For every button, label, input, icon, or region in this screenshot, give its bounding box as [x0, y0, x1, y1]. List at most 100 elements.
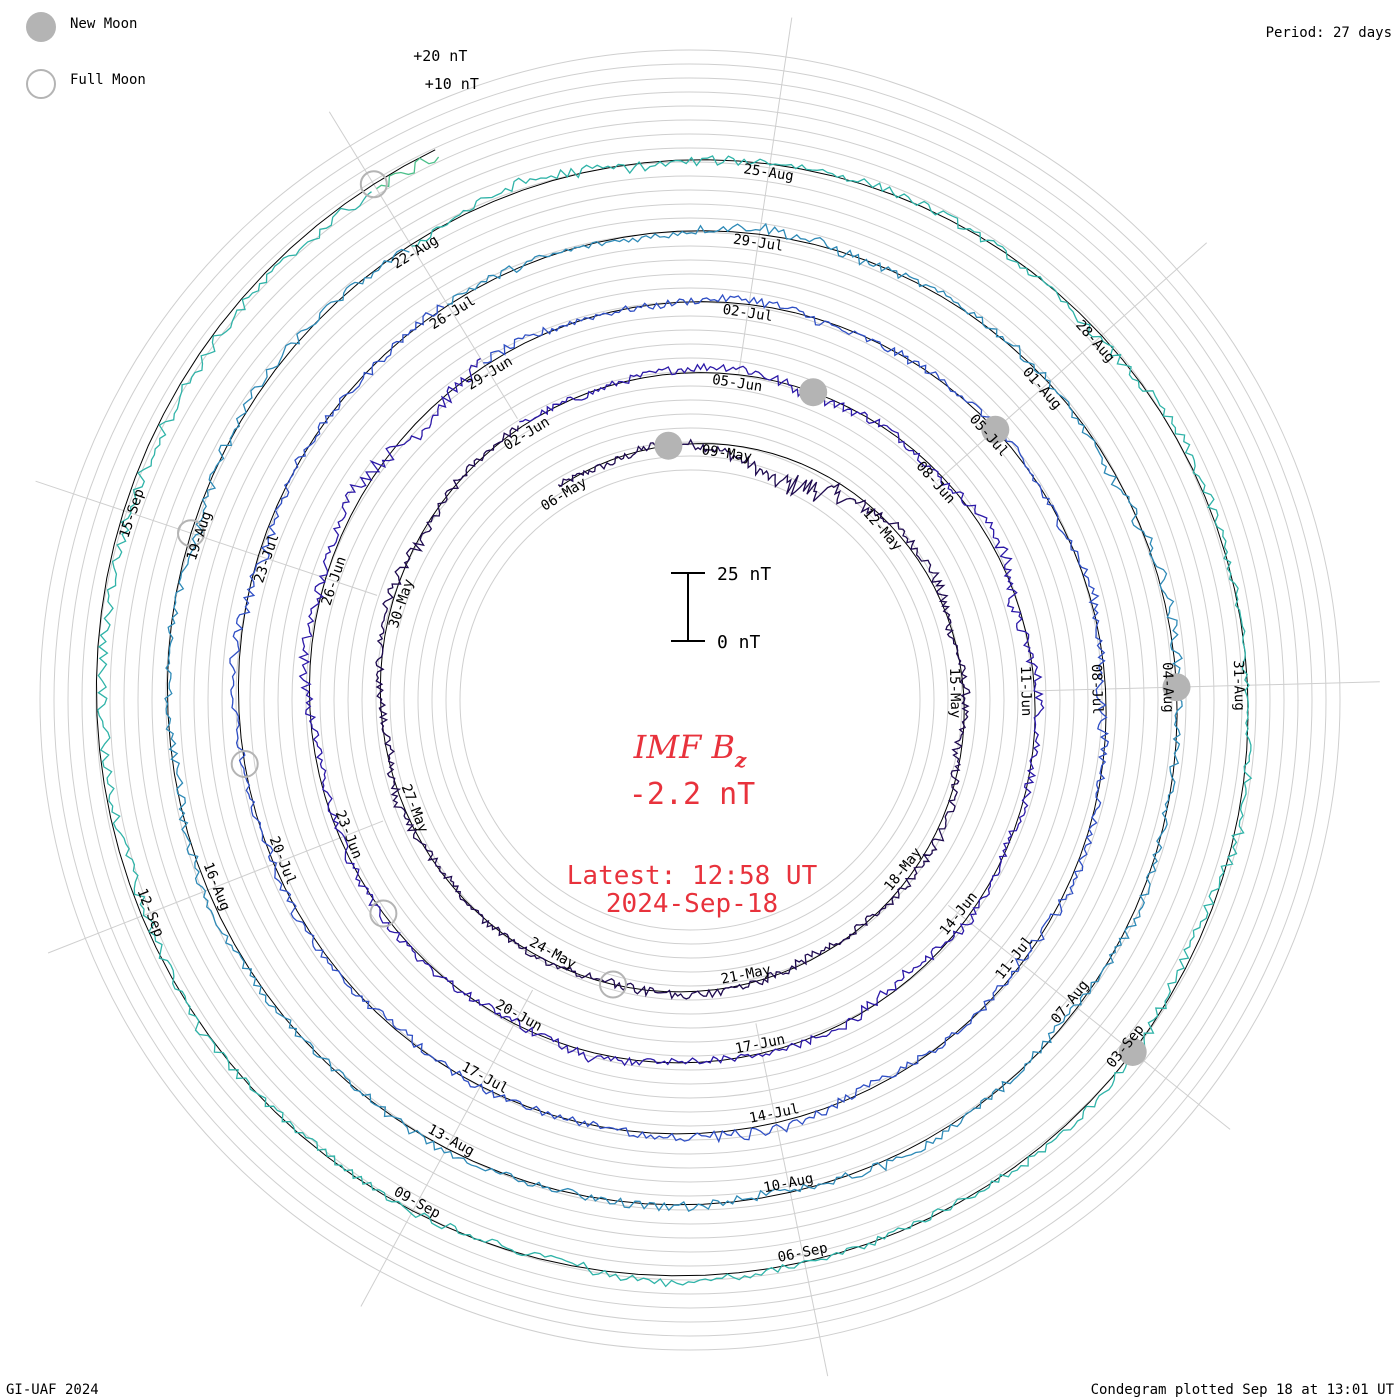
ring-line-8	[347, 357, 1033, 1043]
full-moon-marker-1	[369, 899, 398, 928]
trace-turn-2	[229, 293, 1110, 1144]
date-label-06-may: 06-May	[538, 474, 589, 514]
date-label-12-sep: 12-Sep	[133, 886, 166, 939]
ring-line-0	[459, 469, 921, 931]
ring-line-27	[81, 91, 1299, 1309]
date-label-18-may: 18-May	[881, 845, 925, 895]
spoke-1	[738, 17, 793, 374]
latest-time: Latest: 12:58 UT	[567, 861, 818, 891]
baseline-turn-1	[308, 365, 1036, 1064]
date-label-26-jun: 26-Jun	[319, 555, 350, 608]
spoke-0	[328, 111, 518, 419]
latest-date: 2024-Sep-18	[606, 889, 778, 919]
ring-line-20	[179, 189, 1201, 1211]
new-moon-marker-4	[1118, 1038, 1147, 1066]
full-moon-marker-4	[359, 170, 388, 199]
ring-line-13	[277, 287, 1103, 1113]
new-moon-marker-2	[981, 415, 1010, 444]
ring-label-10nt: +10 nT	[425, 75, 479, 93]
period-label: Period: 27 days	[1266, 25, 1392, 41]
date-label-11-jun: 11-Jun	[1017, 666, 1034, 717]
ring-line-4	[403, 413, 977, 987]
ring-line-24	[123, 133, 1257, 1267]
trace-turn-1	[298, 357, 1045, 1067]
full-moon-marker-3	[177, 519, 205, 548]
date-label-04-aug: 04-Aug	[1159, 662, 1176, 713]
ring-line-25	[109, 119, 1271, 1281]
date-labels: 06-May09-May12-May15-May18-May21-May24-M…	[117, 161, 1248, 1266]
date-label-08-jul: 08-Jul	[1088, 664, 1105, 715]
full-moon-icon	[26, 69, 56, 99]
bz-traces	[97, 155, 1253, 1288]
ring-line-3	[417, 427, 963, 973]
trace-turn-4	[97, 155, 1253, 1288]
moon-markers	[177, 170, 1191, 1066]
ring-line-6	[375, 385, 1005, 1015]
date-label-09-may: 09-May	[701, 442, 753, 465]
trace-turn-5	[376, 156, 440, 190]
ring-line-23	[137, 147, 1243, 1253]
date-label-05-jun: 05-Jun	[711, 372, 763, 395]
ring-line-28	[67, 77, 1313, 1323]
new-moon-icon	[26, 12, 56, 42]
day-spokes	[35, 17, 1380, 1377]
spoke-3	[1019, 681, 1380, 692]
new-moon-marker-1	[799, 378, 828, 407]
ring-line-17	[221, 231, 1159, 1169]
ring-line-11	[305, 315, 1075, 1085]
ring-line-21	[165, 175, 1215, 1225]
center-title-sub: z	[734, 748, 747, 772]
center-title-main: IMF B	[633, 728, 735, 766]
spoke-7	[47, 820, 384, 954]
trace-turn-0	[375, 425, 971, 1000]
center-readout: IMF Bz -2.2 nT Latest: 12:58 UT 2024-Sep…	[567, 728, 818, 919]
ring-line-15	[249, 259, 1131, 1141]
center-title: IMF Bz	[633, 728, 747, 772]
date-label-19-aug: 19-Aug	[184, 509, 215, 562]
new-moon-marker-0	[654, 431, 683, 460]
spoke-2	[936, 242, 1208, 482]
new-moon-label: New Moon	[70, 16, 137, 32]
date-label-22-aug: 22-Aug	[390, 232, 441, 272]
date-label-29-jul: 29-Jul	[732, 232, 784, 255]
ring-line-22	[151, 161, 1229, 1239]
scale-top-label: 25 nT	[717, 564, 771, 585]
ring-line-7	[361, 371, 1019, 1029]
ring-label-20nt: +20 nT	[413, 47, 467, 65]
ring-line-26	[95, 105, 1285, 1295]
full-moon-marker-0	[599, 970, 627, 999]
scale-bar: 25 nT 0 nT	[671, 564, 771, 653]
new-moon-marker-3	[1162, 673, 1191, 702]
trace-turn-3	[164, 222, 1183, 1212]
date-label-07-aug: 07-Aug	[1048, 977, 1092, 1027]
ring-line-5	[389, 399, 991, 1001]
date-label-31-aug: 31-Aug	[1230, 660, 1247, 711]
spoke-5	[755, 1023, 829, 1377]
ring-line-16	[235, 245, 1145, 1155]
reference-rings	[39, 49, 1341, 1351]
date-label-08-jun: 08-Jun	[913, 459, 958, 507]
plotted-label: Condegram plotted Sep 18 at 13:01 UT	[1091, 1382, 1395, 1398]
baseline-turn-4	[95, 159, 1249, 1277]
date-label-15-may: 15-May	[946, 668, 963, 719]
date-label-16-aug: 16-Aug	[200, 860, 233, 913]
baseline-turn-0	[379, 425, 965, 993]
credit-label: GI-UAF 2024	[6, 1382, 99, 1398]
date-label-25-aug: 25-Aug	[742, 161, 794, 184]
ring-line-9	[333, 343, 1047, 1057]
date-label-15-sep: 15-Sep	[117, 487, 148, 540]
date-label-02-jul: 02-Jul	[722, 302, 774, 325]
ring-line-1	[445, 455, 935, 945]
ring-line-29	[53, 63, 1327, 1337]
scale-bottom-label: 0 nT	[717, 632, 761, 653]
date-label-23-jul: 23-Jul	[251, 532, 282, 585]
ring-line-30	[39, 49, 1341, 1351]
baseline-turn-5	[373, 149, 436, 185]
date-label-29-jun: 29-Jun	[464, 353, 515, 393]
spoke-4	[947, 905, 1231, 1130]
ring-line-14	[263, 273, 1117, 1127]
ring-line-10	[319, 329, 1061, 1071]
full-moon-marker-2	[230, 750, 259, 778]
zero-baselines	[95, 149, 1249, 1277]
